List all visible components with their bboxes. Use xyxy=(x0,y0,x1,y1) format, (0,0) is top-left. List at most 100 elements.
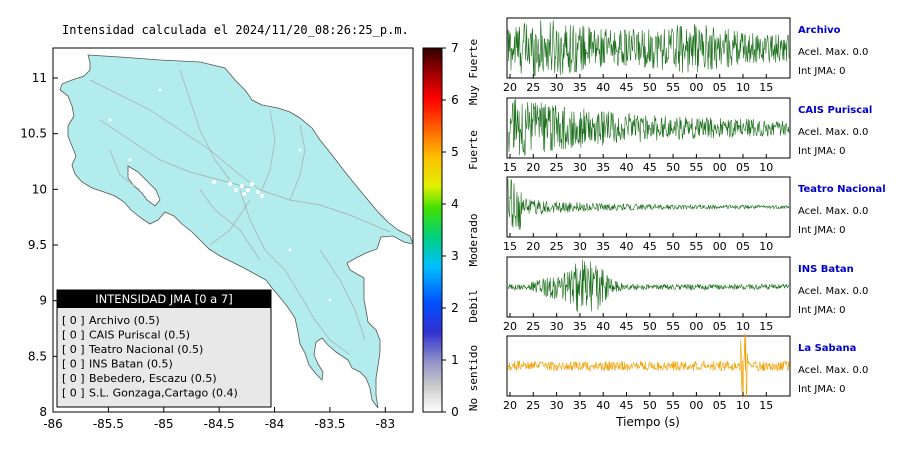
seismogram-tick-label: 10 xyxy=(736,399,750,412)
map-y-tick-label: 9 xyxy=(39,294,47,308)
map-x-tick-label: -84.5 xyxy=(204,417,235,431)
station-jma: Int JMA: 0 xyxy=(798,66,846,77)
map-y-tick-label: 9.5 xyxy=(28,238,47,252)
seismogram-tick-label: 50 xyxy=(666,161,680,174)
colorbar-category-label: Muy Fuerte xyxy=(467,39,480,105)
station-name: La Sabana xyxy=(798,343,856,354)
legend-item-label: S.L. Gonzaga,Cartago (0.4) xyxy=(89,387,238,400)
map-y-tick-label: 10.5 xyxy=(20,127,47,141)
seismogram-tick-label: 45 xyxy=(620,320,634,333)
seismogram-tick-label: 55 xyxy=(666,320,680,333)
station-dots xyxy=(108,88,332,302)
seismogram-tick-label: 45 xyxy=(643,161,657,174)
map-y-axis: 11 10.5 10 9.5 9 8.5 8 xyxy=(20,71,58,419)
colorbar-tick-label: 1 xyxy=(451,353,459,367)
seismogram-tick-label: 25 xyxy=(550,240,564,253)
seismogram-tick-label: 40 xyxy=(596,320,610,333)
seismogram-tick-label: 25 xyxy=(526,320,540,333)
seismogram-tick-label: 30 xyxy=(550,399,564,412)
colorbar-category-label: No sentido xyxy=(467,345,480,411)
time-axis-label: Tiempo (s) xyxy=(615,415,680,429)
seismogram-trace xyxy=(507,333,790,399)
station-accel: Acel. Max. 0.0 xyxy=(798,127,868,138)
legend-item-label: INS Batan (0.5) xyxy=(89,358,173,371)
costa-rica-landmass xyxy=(59,54,413,409)
seismogram-tick-label: 40 xyxy=(596,399,610,412)
intensity-colorbar: 7 6 5 4 3 2 1 0 Muy Fuerte Fuerte Moderado Debil No… xyxy=(422,39,480,419)
seismogram-tick-label: 25 xyxy=(550,161,564,174)
seismogram-0: 20 25 30 35 40 45 50 55 00 05 10 15 Archivo Acel. Max… xyxy=(503,17,868,94)
legend-item-prefix: [ 0 ] xyxy=(62,343,85,356)
map-x-tick-label: -83 xyxy=(376,417,396,431)
seismogram-tick-label: 55 xyxy=(666,81,680,94)
station-jma: Int JMA: 0 xyxy=(798,146,846,157)
map-x-tick-label: -85 xyxy=(154,417,174,431)
station-name: INS Batan xyxy=(798,264,854,275)
colorbar-ticks: 7 6 5 4 3 2 1 0 xyxy=(442,41,459,419)
seismogram-tick-label: 10 xyxy=(759,161,773,174)
station-jma: Int JMA: 0 xyxy=(798,305,846,316)
seismogram-tick-label: 50 xyxy=(666,240,680,253)
seismogram-tick-label: 50 xyxy=(643,320,657,333)
seismogram-tick-label: 10 xyxy=(759,240,773,253)
station-accel: Acel. Max. 0.0 xyxy=(798,286,868,297)
seismogram-tick-label: 15 xyxy=(759,399,773,412)
legend-item-label: Archivo (0.5) xyxy=(89,314,160,327)
seismogram-tick-label: 50 xyxy=(643,399,657,412)
map-y-tick-label: 10 xyxy=(32,182,47,196)
seismogram-tick-label: 05 xyxy=(713,320,727,333)
seismogram-tick-label: 30 xyxy=(573,240,587,253)
seismogram-tick-label: 00 xyxy=(713,240,727,253)
seismogram-2: 15 20 25 30 35 40 45 50 55 00 05 10 Teatro Nacional A… xyxy=(503,176,886,253)
colorbar-tick-label: 5 xyxy=(451,145,459,159)
seismogram-tick-label: 15 xyxy=(759,81,773,94)
station-accel: Acel. Max. 0.0 xyxy=(798,365,868,376)
seismogram-tick-label: 35 xyxy=(596,240,610,253)
colorbar-tick-label: 2 xyxy=(451,301,459,315)
seismogram-tick-label: 50 xyxy=(643,81,657,94)
seismogram-1: 15 20 25 30 35 40 45 50 55 00 05 10 CAIS Puriscal Ace… xyxy=(503,97,872,174)
colorbar-tick-label: 3 xyxy=(451,249,459,263)
station-jma: Int JMA: 0 xyxy=(798,384,846,395)
seismogram-trace xyxy=(507,178,790,230)
seismogram-tick-label: 20 xyxy=(503,320,517,333)
seismogram-tick-label: 05 xyxy=(736,161,750,174)
nicoya-gulf xyxy=(127,165,161,207)
colorbar-category-label: Debil xyxy=(467,289,480,322)
seismogram-tick-label: 20 xyxy=(503,399,517,412)
seismogram-tick-label: 00 xyxy=(689,81,703,94)
map-x-tick-label: -84 xyxy=(265,417,285,431)
colorbar-category-label: Moderado xyxy=(467,214,480,267)
seismogram-tick-label: 40 xyxy=(596,81,610,94)
station-jma: Int JMA: 0 xyxy=(798,225,846,236)
colorbar-categories: Muy Fuerte Fuerte Moderado Debil No sentido xyxy=(467,39,480,411)
legend-item-prefix: [ 0 ] xyxy=(62,387,85,400)
colorbar-gradient xyxy=(422,47,443,413)
seismogram-tick-label: 55 xyxy=(689,240,703,253)
station-name: CAIS Puriscal xyxy=(798,105,872,116)
seismogram-tick-label: 15 xyxy=(503,161,517,174)
intensity-legend: INTENSIDAD JMA [0 a 7] [ 0 ] Archivo (0.5… xyxy=(56,289,272,408)
seismogram-tick-label: 20 xyxy=(503,81,517,94)
seismogram-tick-label: 35 xyxy=(573,81,587,94)
seismogram-tick-label: 25 xyxy=(526,81,540,94)
seismogram-tick-label: 00 xyxy=(713,161,727,174)
seismogram-tick-label: 40 xyxy=(620,240,634,253)
seismogram-tick-label: 25 xyxy=(526,399,540,412)
seismogram-tick-label: 55 xyxy=(689,161,703,174)
legend-item-label: Bebedero, Escazu (0.5) xyxy=(89,372,217,385)
seismogram-tick-label: 15 xyxy=(759,320,773,333)
seismogram-tick-label: 45 xyxy=(620,81,634,94)
seismogram-tick-label: 30 xyxy=(550,81,564,94)
station-accel: Acel. Max. 0.0 xyxy=(798,47,868,58)
seismogram-tick-label: 10 xyxy=(736,81,750,94)
legend-header-bg xyxy=(57,290,271,308)
seismogram-tick-label: 30 xyxy=(550,320,564,333)
map-x-tick-label: -86 xyxy=(43,417,63,431)
page-title: Intensidad calculada el 2024/11/20_08:26… xyxy=(62,23,409,37)
seismogram-tick-label: 10 xyxy=(736,320,750,333)
seismogram-tick-label: 55 xyxy=(666,399,680,412)
station-name: Archivo xyxy=(798,25,841,36)
seismogram-tick-label: 35 xyxy=(573,320,587,333)
